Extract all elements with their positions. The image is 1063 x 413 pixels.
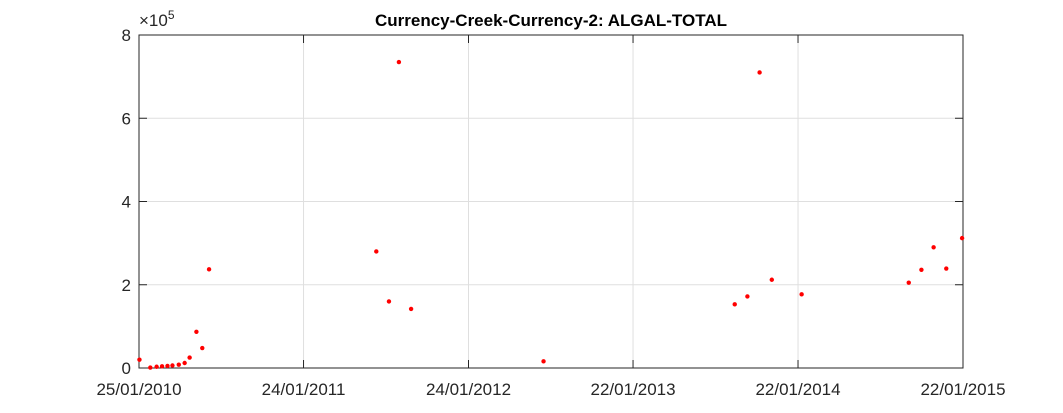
data-point <box>745 294 750 299</box>
x-axis-tick-labels: 25/01/2010 24/01/2011 24/01/2012 22/01/2013… <box>96 380 1005 399</box>
y-tick-label: 8 <box>122 26 131 45</box>
data-point <box>799 292 804 297</box>
y-axis-multiplier-base: ×10 <box>139 11 168 30</box>
x-tick-label: 22/01/2013 <box>590 380 675 399</box>
data-point <box>148 365 153 370</box>
data-point <box>170 363 175 368</box>
data-point <box>732 302 737 307</box>
data-point <box>176 362 181 367</box>
y-tick-label: 2 <box>122 276 131 295</box>
data-point <box>187 355 192 360</box>
x-tick-label: 24/01/2012 <box>426 380 511 399</box>
data-point <box>906 280 911 285</box>
data-point <box>944 266 949 271</box>
y-axis-multiplier: ×105 <box>139 8 175 30</box>
axis-ticks <box>138 34 964 369</box>
y-axis-multiplier-exponent: 5 <box>168 8 175 22</box>
data-point <box>194 329 199 334</box>
data-point <box>182 360 187 366</box>
y-tick-label: 0 <box>122 359 131 378</box>
x-tick-label: 22/01/2015 <box>920 380 1005 399</box>
data-point <box>959 235 965 241</box>
data-point <box>386 299 392 304</box>
data-point <box>159 364 165 369</box>
x-tick-label: 22/01/2014 <box>755 380 840 399</box>
data-point <box>919 267 924 272</box>
y-axis-tick-labels: 0 2 4 6 8 <box>122 26 131 378</box>
data-point <box>165 363 170 369</box>
data-point <box>137 357 142 362</box>
data-point <box>154 364 159 369</box>
data-point <box>374 249 379 254</box>
y-tick-label: 4 <box>122 193 131 212</box>
data-point <box>408 306 414 312</box>
data-points <box>137 59 965 370</box>
data-point <box>931 245 936 250</box>
chart-title: Currency-Creek-Currency-2: ALGAL-TOTAL <box>375 11 727 30</box>
data-point <box>757 70 762 75</box>
x-tick-label: 24/01/2011 <box>262 380 346 399</box>
x-tick-label: 25/01/2010 <box>96 380 181 399</box>
data-point <box>396 59 402 65</box>
data-point <box>200 345 205 351</box>
data-point <box>206 267 212 272</box>
data-point <box>769 277 775 282</box>
data-point <box>541 359 546 364</box>
y-tick-label: 6 <box>122 109 131 128</box>
